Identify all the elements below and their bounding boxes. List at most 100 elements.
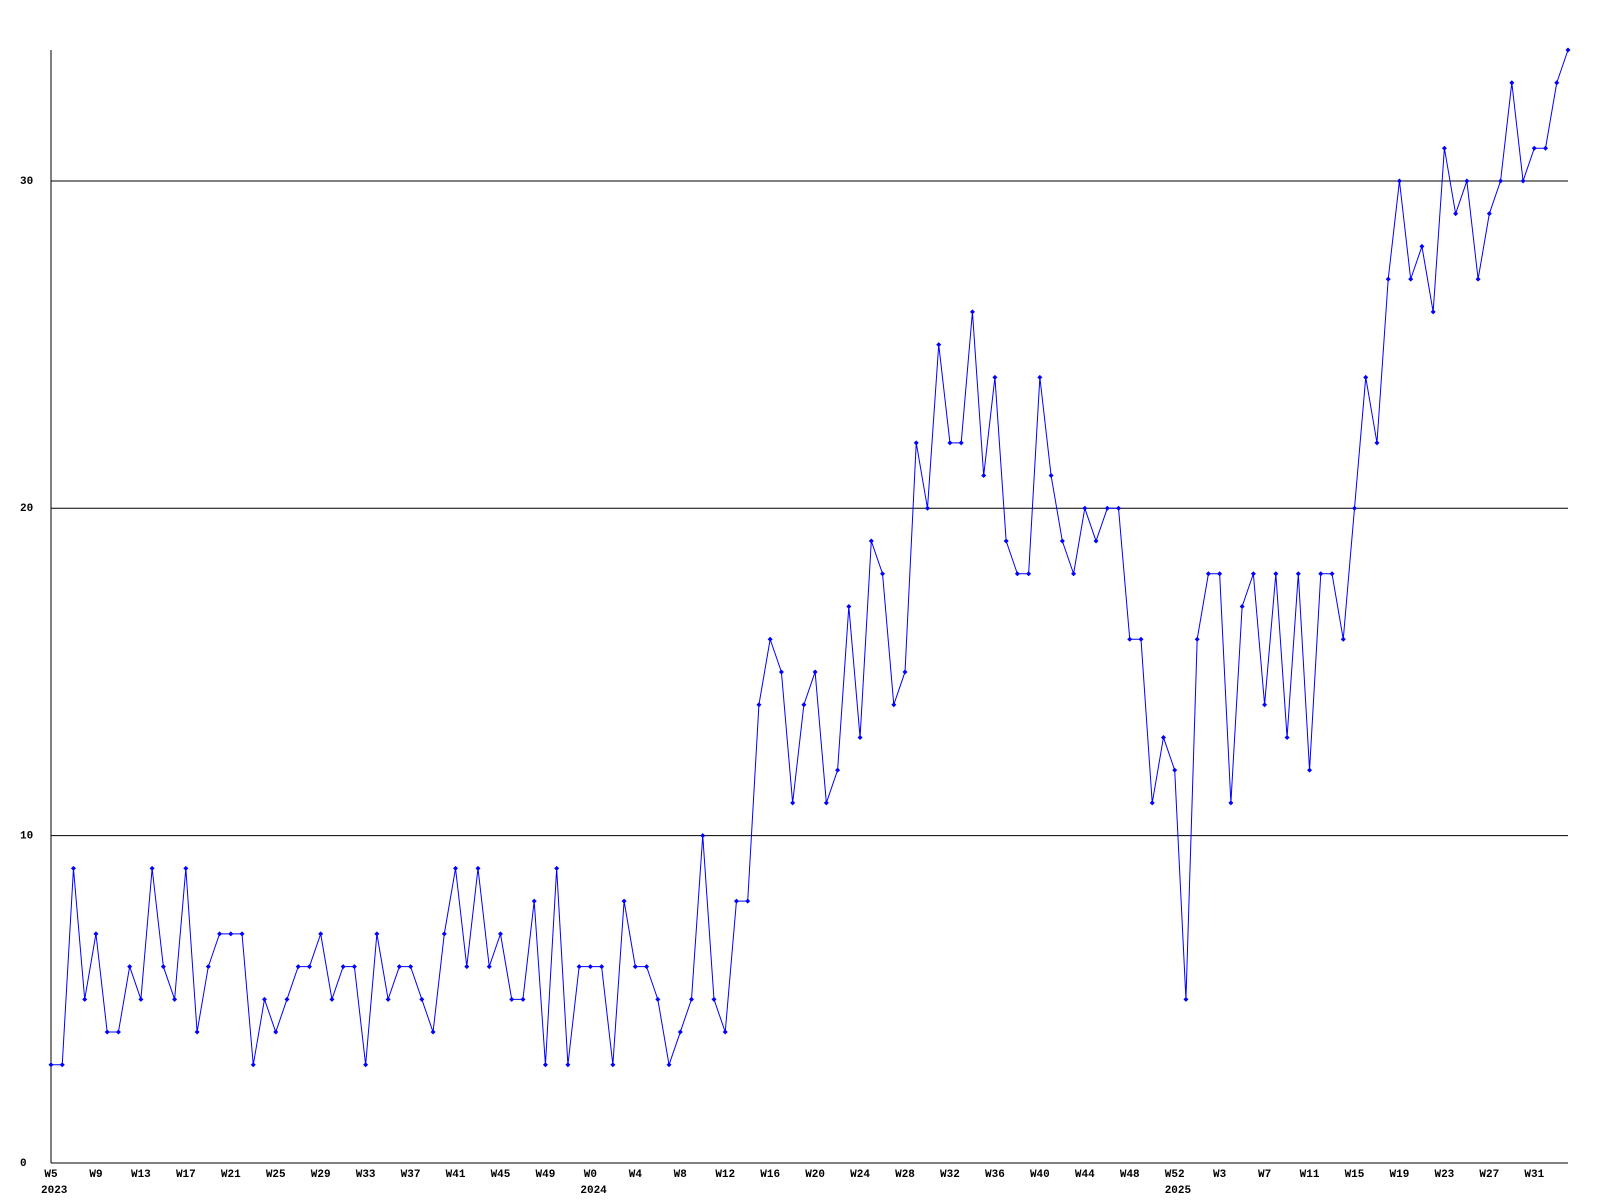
data-point [542,1062,548,1068]
data-point [576,964,582,970]
data-point [846,604,852,609]
data-point [1093,538,1099,544]
x-tick-label: W29 [311,1169,331,1181]
data-point [262,996,268,1002]
data-point [430,1029,436,1035]
data-point [700,833,706,839]
x-tick-label: W36 [985,1169,1005,1181]
data-point [1531,145,1537,151]
x-tick-label: W15 [1345,1169,1365,1181]
data-point [531,898,537,904]
data-point [711,996,717,1002]
data-point [1307,767,1313,773]
data-point [1543,145,1549,151]
data-point [183,865,189,871]
data-point [1408,276,1414,282]
data-point [1149,800,1155,806]
x-tick-label: W16 [760,1169,780,1181]
data-point [644,964,650,970]
data-point [778,669,784,675]
data-point [587,964,593,970]
x-tick-label: W27 [1479,1169,1499,1181]
data-point [1396,178,1402,184]
data-point [329,996,335,1002]
data-point [868,538,874,544]
data-point [599,964,605,970]
x-tick-label: W25 [266,1169,286,1181]
x-tick-label: W4 [629,1169,643,1181]
x-tick-label: W37 [401,1169,421,1181]
data-point [160,964,166,970]
data-point [891,702,897,708]
data-point [924,505,930,511]
data-point [1116,505,1122,511]
data-point [1160,734,1166,740]
x-tick-label: W40 [1030,1169,1050,1181]
x-tick-label: W28 [895,1169,915,1181]
data-point [857,734,863,740]
data-point [318,931,324,937]
data-point [205,964,211,970]
data-point [969,309,975,315]
data-point [1250,571,1256,577]
x-tick-label: W24 [850,1169,870,1181]
data-point [722,1029,728,1035]
data-point [1340,636,1346,642]
y-tick-label: 30 [20,176,33,188]
data-point [228,931,234,937]
data-point [1194,636,1200,642]
data-point [1554,80,1560,86]
data-point [947,440,953,446]
data-point [880,571,886,577]
data-point [632,964,638,970]
data-point [621,898,627,904]
year-label: 2024 [580,1185,607,1197]
x-tick-label: W41 [446,1169,466,1181]
data-point [295,964,301,970]
data-point [486,964,492,970]
data-point [1318,571,1324,577]
data-point [340,964,346,970]
data-point [273,1029,279,1035]
data-point [913,440,919,446]
data-point [554,865,560,871]
data-point [1498,178,1504,184]
data-point [419,996,425,1002]
data-point [93,931,99,937]
data-point [172,996,178,1002]
year-label: 2023 [41,1185,68,1197]
data-point [48,1062,54,1068]
data-point [1127,636,1133,642]
data-point [70,865,76,871]
y-tick-label: 0 [20,1158,27,1170]
data-point [610,1062,616,1068]
data-point [1295,571,1301,577]
x-tick-label: W13 [131,1169,151,1181]
data-point [194,1029,200,1035]
x-tick-label: W21 [221,1169,241,1181]
data-point [902,669,908,675]
x-tick-label: W17 [176,1169,196,1181]
data-point [385,996,391,1002]
data-point [1228,800,1234,806]
data-point [1374,440,1380,446]
data-point [1138,636,1144,642]
data-point [1104,505,1110,511]
data-point [666,1062,672,1068]
data-point [408,964,414,970]
data-point [363,1062,369,1068]
data-point [1048,473,1054,479]
data-point [1183,996,1189,1002]
data-point [396,964,402,970]
data-point [1172,767,1178,773]
data-point [475,865,481,871]
x-tick-label: W44 [1075,1169,1095,1181]
data-point [138,996,144,1002]
x-tick-label: W49 [536,1169,556,1181]
data-point [509,996,515,1002]
x-tick-label: W20 [805,1169,825,1181]
data-point [1475,276,1481,282]
data-point [1284,734,1290,740]
y-tick-label: 20 [20,503,33,515]
